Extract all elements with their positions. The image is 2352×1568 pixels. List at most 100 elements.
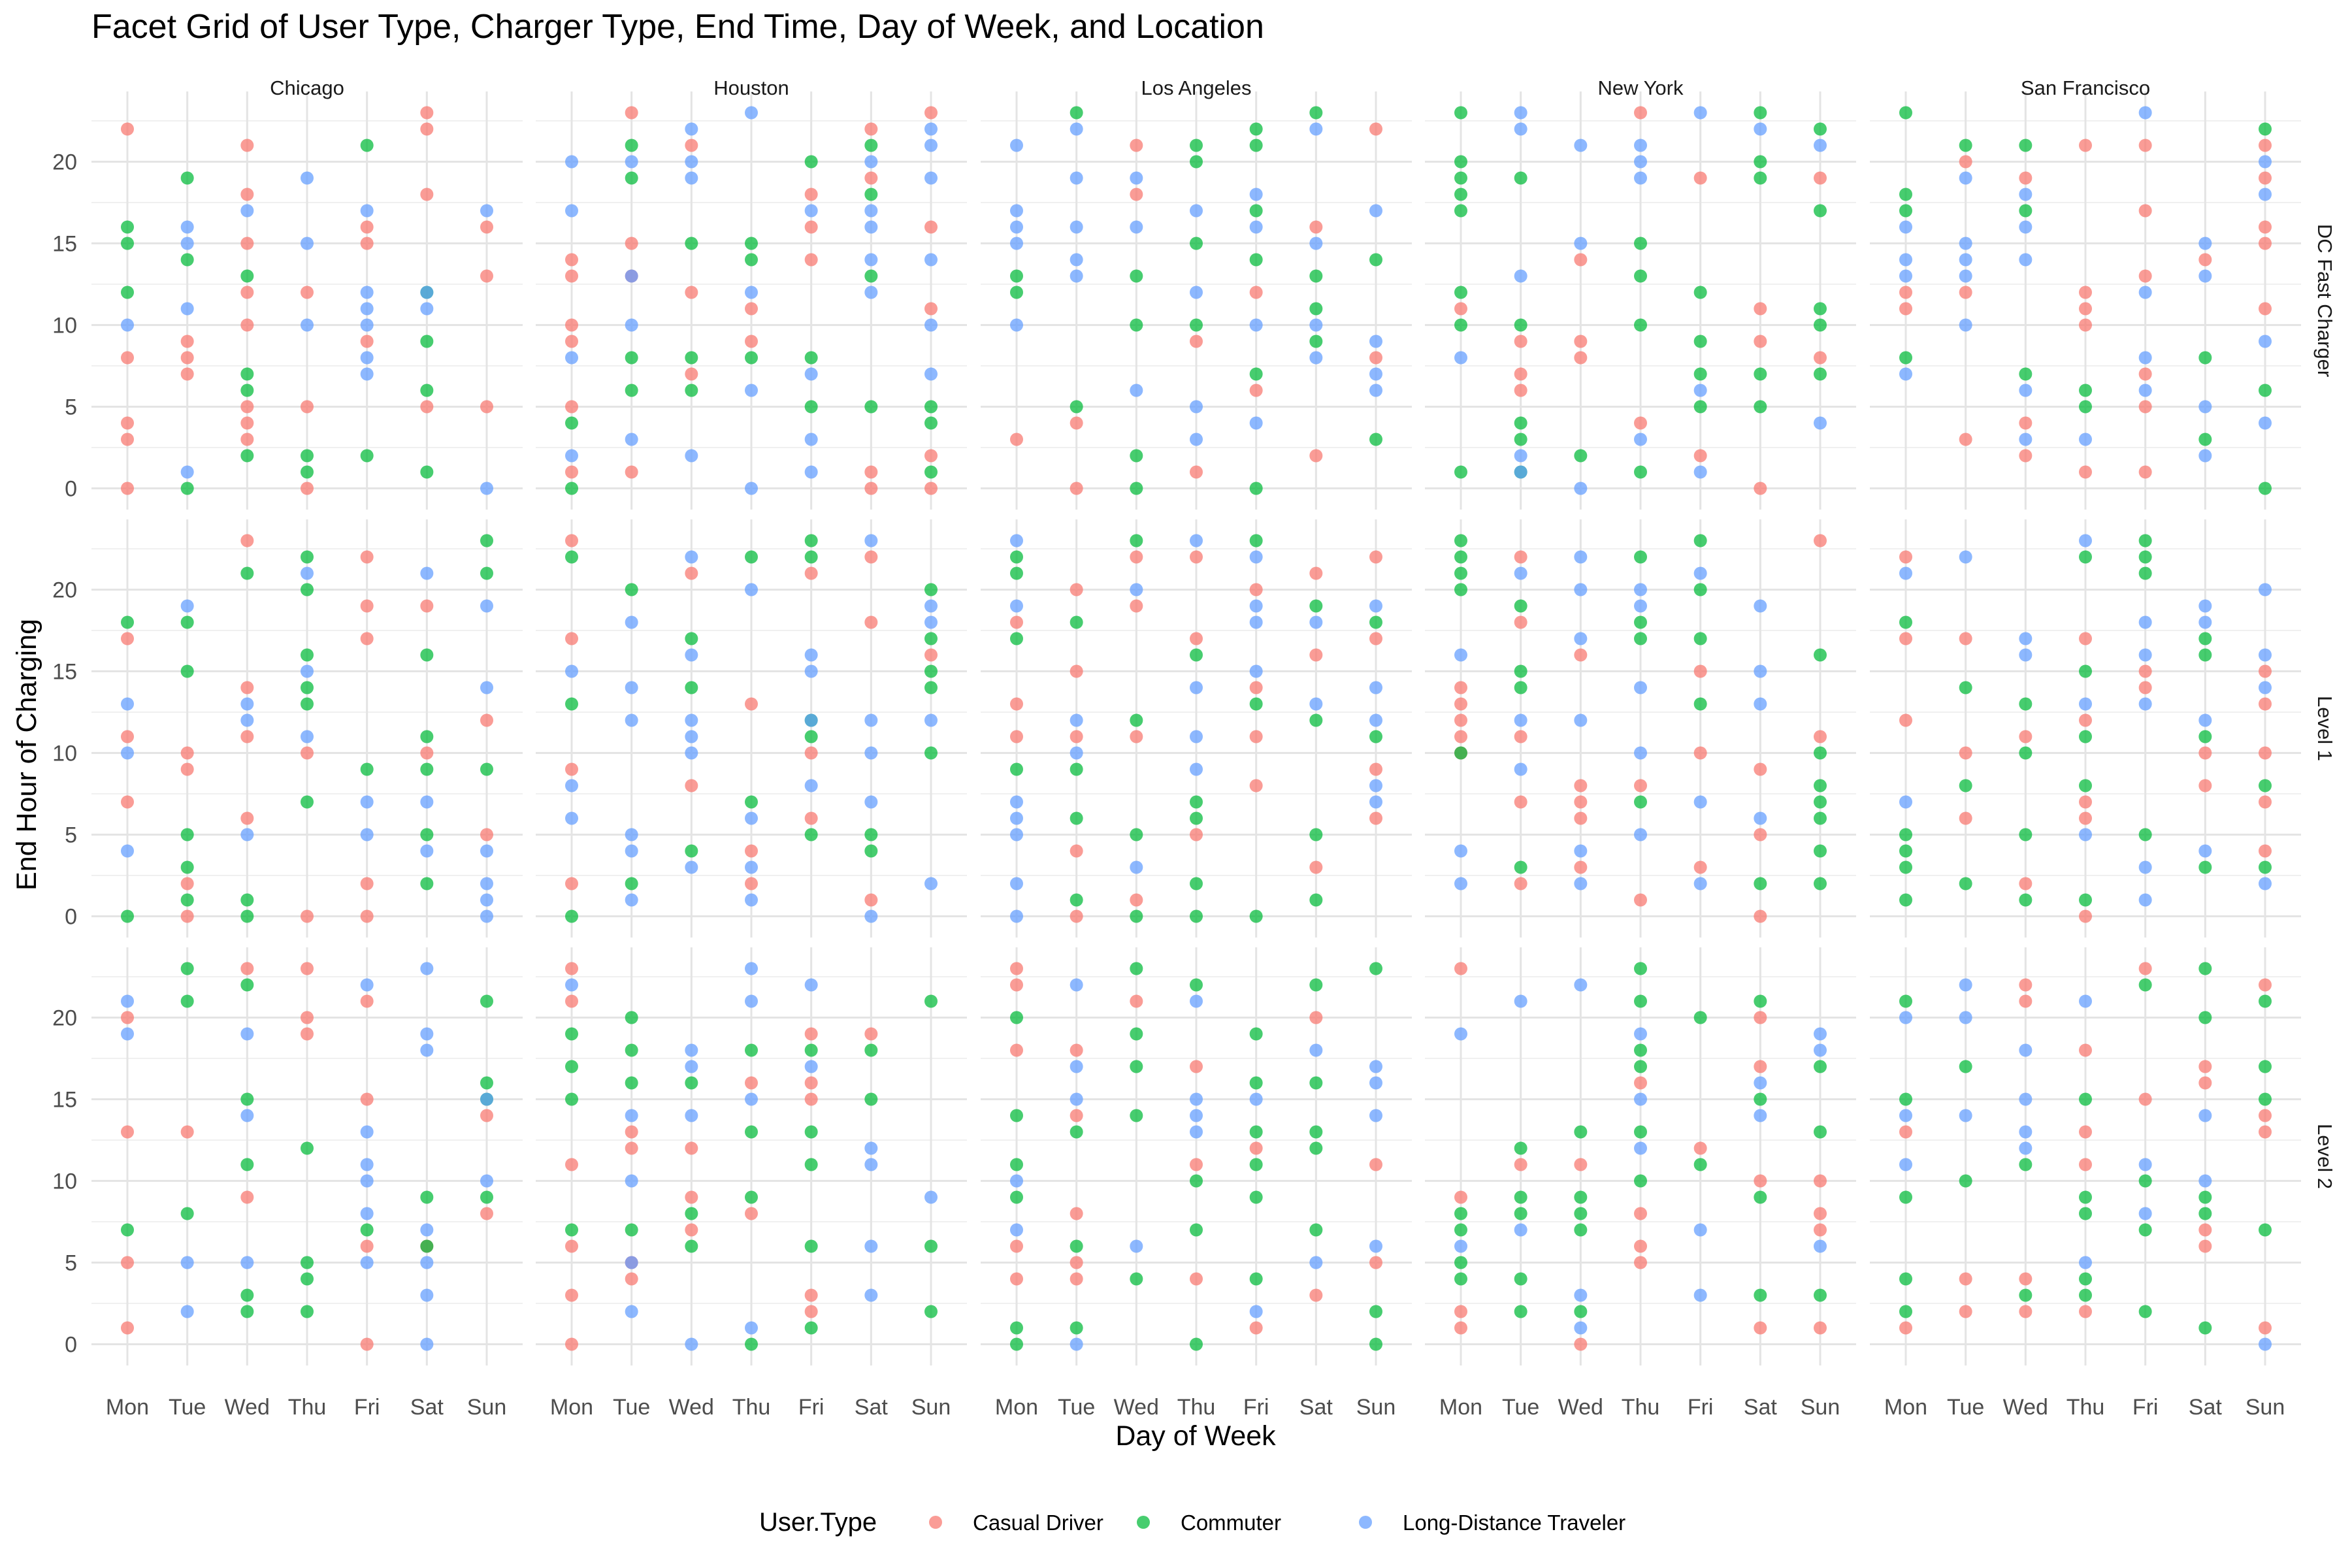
- data-point-commuter: [1693, 697, 1707, 711]
- data-point-commuter: [1010, 632, 1023, 645]
- data-point-long-distance-traveler: [685, 155, 698, 169]
- data-point-long-distance-traveler: [1070, 269, 1083, 283]
- data-point-casual-driver: [1010, 615, 1023, 629]
- data-point-casual-driver: [924, 106, 938, 120]
- data-point-commuter: [360, 139, 374, 152]
- data-point-casual-driver: [1814, 730, 1827, 743]
- data-point-commuter: [2198, 730, 2212, 743]
- data-point-long-distance-traveler: [360, 1174, 374, 1188]
- data-point-commuter: [1514, 664, 1527, 678]
- data-point-casual-driver: [2019, 1305, 2033, 1318]
- data-point-casual-driver: [1574, 795, 1588, 809]
- data-point-commuter: [1190, 811, 1203, 825]
- data-point-commuter: [1249, 909, 1263, 923]
- data-point-long-distance-traveler: [2138, 697, 2152, 711]
- data-point-commuter: [2259, 1092, 2272, 1106]
- strip-label-level-1: Level 1: [2313, 696, 2336, 761]
- data-point-long-distance-traveler: [625, 828, 638, 841]
- data-point-commuter: [745, 253, 758, 267]
- data-point-long-distance-traveler: [420, 302, 434, 316]
- data-point-long-distance-traveler: [1454, 1239, 1467, 1253]
- data-point-commuter: [2259, 482, 2272, 495]
- data-point-long-distance-traveler: [565, 811, 578, 825]
- data-point-casual-driver: [625, 1125, 638, 1139]
- data-point-commuter: [565, 697, 578, 711]
- data-point-commuter: [625, 1011, 638, 1024]
- data-point-commuter: [301, 583, 314, 596]
- data-point-casual-driver: [1070, 416, 1083, 430]
- data-point-long-distance-traveler: [864, 1288, 878, 1302]
- data-point-casual-driver: [685, 779, 698, 792]
- x-tick-label: Sat: [2189, 1395, 2223, 1420]
- data-point-long-distance-traveler: [924, 122, 938, 136]
- data-point-casual-driver: [864, 1027, 878, 1041]
- data-point-commuter: [1249, 1125, 1263, 1139]
- data-point-casual-driver: [804, 566, 818, 580]
- data-point-commuter: [2198, 1011, 2212, 1024]
- data-point-long-distance-traveler: [1514, 449, 1527, 463]
- data-point-long-distance-traveler: [1369, 204, 1382, 218]
- data-point-commuter: [1369, 433, 1382, 446]
- data-point-long-distance-traveler: [2138, 384, 2152, 397]
- data-point-casual-driver: [1454, 1305, 1467, 1318]
- data-point-casual-driver: [625, 106, 638, 120]
- data-point-commuter: [1693, 632, 1707, 645]
- data-point-commuter: [685, 384, 698, 397]
- data-point-long-distance-traveler: [240, 1109, 254, 1122]
- data-point-long-distance-traveler: [180, 599, 194, 613]
- data-point-commuter: [804, 1239, 818, 1253]
- data-point-commuter: [1899, 204, 1912, 218]
- data-point-casual-driver: [565, 318, 578, 332]
- data-point-commuter: [1070, 1321, 1083, 1335]
- data-point-commuter: [924, 400, 938, 414]
- x-tick-label: Fri: [354, 1395, 380, 1420]
- data-point-long-distance-traveler: [121, 1027, 134, 1041]
- data-point-commuter: [2138, 978, 2152, 992]
- data-point-casual-driver: [2138, 400, 2152, 414]
- data-point-commuter: [1693, 1011, 1707, 1024]
- data-point-casual-driver: [1309, 648, 1323, 662]
- data-point-commuter: [1454, 155, 1467, 169]
- data-point-commuter: [180, 893, 194, 907]
- data-point-long-distance-traveler: [1634, 139, 1647, 152]
- data-point-commuter: [301, 449, 314, 463]
- data-point-commuter: [2019, 697, 2033, 711]
- data-point-commuter: [240, 1092, 254, 1106]
- data-point-commuter: [2019, 1288, 2033, 1302]
- data-point-long-distance-traveler: [2138, 893, 2152, 907]
- data-point-long-distance-traveler: [360, 978, 374, 992]
- x-tick-label: Tue: [613, 1395, 650, 1420]
- data-point-commuter: [804, 550, 818, 564]
- data-point-casual-driver: [625, 465, 638, 479]
- data-point-long-distance-traveler: [2019, 253, 2033, 267]
- data-point-casual-driver: [685, 286, 698, 299]
- data-point-commuter: [1070, 1125, 1083, 1139]
- data-point-long-distance-traveler: [745, 962, 758, 975]
- data-point-casual-driver: [745, 335, 758, 348]
- data-point-commuter: [1634, 269, 1647, 283]
- data-point-commuter: [1754, 1092, 1767, 1106]
- data-point-casual-driver: [1010, 730, 1023, 743]
- data-point-long-distance-traveler: [1959, 269, 1972, 283]
- data-point-commuter: [1814, 318, 1827, 332]
- data-point-commuter: [1454, 583, 1467, 596]
- data-point-commuter: [1070, 762, 1083, 776]
- data-point-casual-driver: [121, 730, 134, 743]
- data-point-commuter: [240, 1305, 254, 1318]
- data-point-casual-driver: [804, 1092, 818, 1106]
- data-point-casual-driver: [2259, 1109, 2272, 1122]
- data-point-long-distance-traveler: [625, 1109, 638, 1122]
- data-point-commuter: [301, 697, 314, 711]
- data-point-casual-driver: [121, 632, 134, 645]
- data-point-casual-driver: [804, 1076, 818, 1090]
- data-point-long-distance-traveler: [1514, 1223, 1527, 1237]
- data-point-commuter: [1190, 978, 1203, 992]
- data-point-long-distance-traveler: [745, 106, 758, 120]
- data-point-casual-driver: [180, 335, 194, 348]
- data-point-commuter: [1309, 1076, 1323, 1090]
- data-point-commuter: [1754, 106, 1767, 120]
- data-point-long-distance-traveler: [1309, 1043, 1323, 1057]
- data-point-casual-driver: [1309, 220, 1323, 234]
- data-point-long-distance-traveler: [2259, 1337, 2272, 1351]
- data-point-long-distance-traveler: [924, 367, 938, 381]
